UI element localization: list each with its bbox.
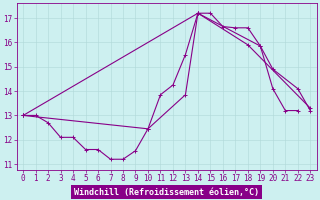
X-axis label: Windchill (Refroidissement éolien,°C): Windchill (Refroidissement éolien,°C) <box>74 188 259 197</box>
